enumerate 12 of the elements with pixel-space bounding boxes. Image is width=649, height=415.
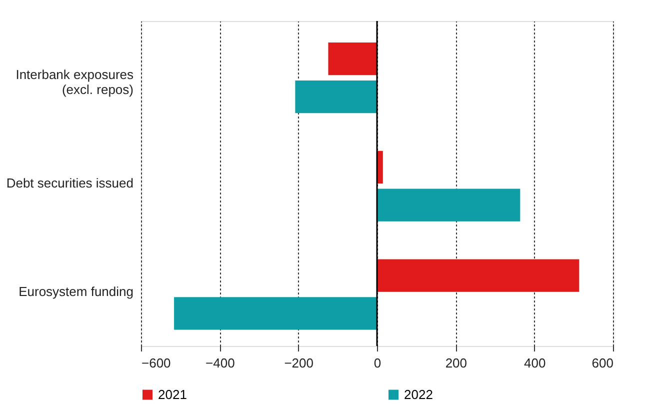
x-tick-label: −200 [284, 356, 314, 370]
x-tick-label: −400 [206, 356, 235, 370]
y-tick-label: Debt securities issued [6, 176, 134, 190]
x-tick-label: 600 [592, 356, 614, 370]
y-tick-label: Interbank exposures (excl. repos) [16, 67, 134, 98]
x-tick-label: 200 [445, 356, 468, 370]
legend-label: 2022 [404, 386, 433, 402]
legend-label: 2021 [158, 386, 187, 402]
x-tick-label: −600 [142, 356, 171, 370]
x-tick-label: 0 [374, 356, 382, 370]
x-tick-label: 400 [524, 356, 546, 370]
y-tick-label: Eurosystem funding [18, 284, 134, 299]
